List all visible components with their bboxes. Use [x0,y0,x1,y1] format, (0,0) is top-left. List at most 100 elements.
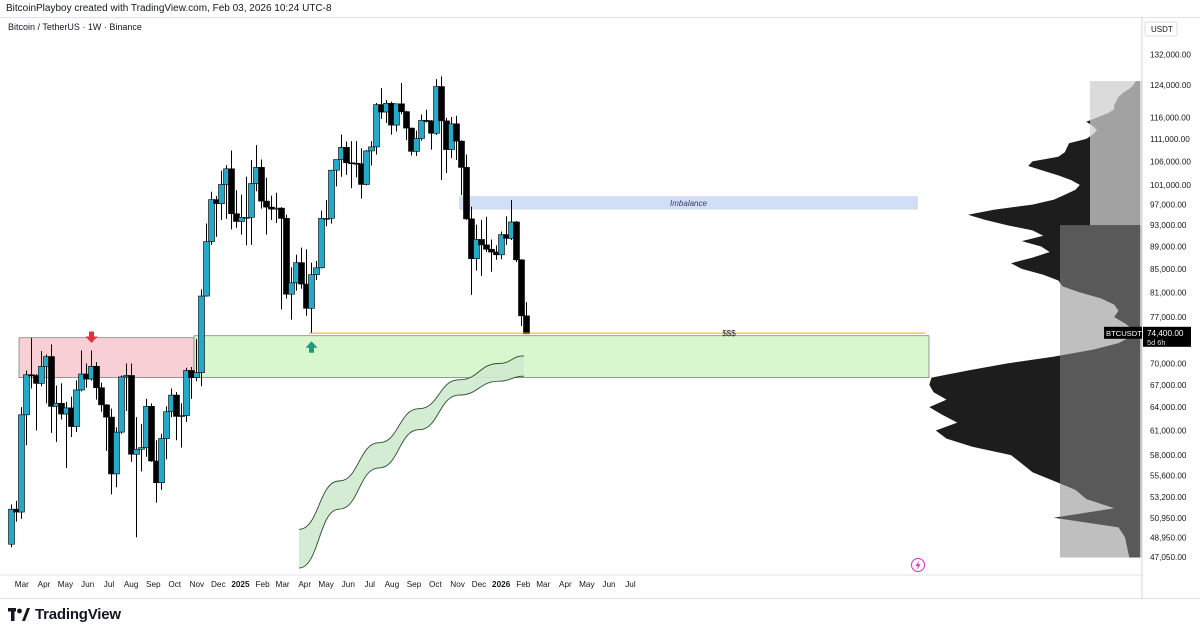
price-tick-label: 47,050.00 [1150,553,1187,562]
candle-body [263,200,270,208]
candle [103,404,110,451]
candle [133,417,140,538]
candle-body [183,370,190,416]
candle [323,200,330,227]
price-tag-symbol: BTCUSDT [1106,329,1142,338]
candle-body [208,199,215,242]
candle-body [243,217,250,219]
candle-body [438,86,445,122]
candle-body [333,159,340,171]
down-arrow-icon [85,331,98,343]
candle [518,259,525,327]
time-tick-label: May [318,580,334,589]
candle-body [248,183,255,218]
candle [8,504,15,548]
candle [263,177,270,235]
time-tick-label: Apr [38,580,51,589]
candle [413,130,420,156]
candle [523,302,530,335]
price-axis[interactable]: USDT 132,000.00 124,000.00 116,000.00 111,00… [1104,18,1191,598]
candle-body [478,239,485,246]
candle [463,154,470,220]
candle [468,206,475,295]
time-tick-label: Mar [536,580,550,589]
up-arrow-icon [305,341,318,353]
price-tag-value: 74,400.00 [1147,329,1184,338]
price-tick-label: 70,000.00 [1150,359,1187,368]
candle-body [463,167,470,220]
candle-body [458,140,465,168]
candle-body [228,168,235,215]
price-tick-label: 124,000.00 [1150,81,1191,90]
candle [98,382,105,412]
candle [258,159,265,209]
price-tick-label: 48,950.00 [1150,534,1187,543]
candle [228,150,235,230]
candle [198,289,205,387]
candle-body [218,184,225,204]
time-tick-label: Mar [15,580,29,589]
candle-body [488,248,495,253]
candle [38,351,45,387]
imbalance-label: Imbalance [670,199,707,208]
candle [513,220,520,263]
candle [288,267,295,320]
candle [248,160,255,245]
time-tick-label: Nov [190,580,205,589]
time-tick-label: Oct [429,580,442,589]
candle-body [473,239,480,260]
candle-body [513,221,520,261]
candle-body [128,375,135,455]
candle-body [288,282,295,295]
time-tick-label: Aug [385,580,400,589]
chart-caption: BitcoinPlayboy created with TradingView.… [6,3,332,14]
candle-body [113,431,120,475]
candle-body [363,150,370,185]
time-axis[interactable]: Mar Apr May Jun Jul Aug Sep Oct Nov Dec 2025 Feb Mar… [0,574,1142,589]
candle [183,367,190,422]
candle-body [523,315,530,335]
candle-body [468,218,475,260]
candle-body [313,267,320,275]
candle [283,214,290,299]
time-tick-label: Oct [168,580,181,589]
candlestick-chart[interactable]: Imbalance $$$ USDT 132,000.00 124,000.00 11… [0,18,1200,598]
time-tick-label: Jul [104,580,115,589]
time-tick-label: May [58,580,74,589]
price-tick-label: 81,000.00 [1150,288,1187,297]
candle-body [308,274,315,309]
price-tick-label: 77,000.00 [1150,313,1187,322]
candle-body [118,376,125,433]
time-tick-label: Aug [124,580,139,589]
tradingview-logo[interactable]: TradingView [8,606,121,623]
candle [418,114,425,141]
time-tick-label: Dec [472,580,487,589]
candle [268,195,275,220]
ma-band-upper [298,355,525,530]
unit-button-outline [1144,21,1178,37]
ma-band-fill [299,355,524,568]
candle [18,407,25,519]
candle [483,216,490,253]
candle-body [158,438,165,484]
candle [473,224,480,271]
candle-body [198,295,205,373]
demand-zone [193,335,930,378]
price-tick-label: 67,000.00 [1150,381,1187,390]
imbalance-zone [459,196,918,210]
time-tick-label: Apr [298,580,311,589]
tradingview-logo-icon [8,608,30,621]
candle [373,102,380,155]
price-axis-unit: USDT [1151,25,1173,34]
price-tick-label: 132,000.00 [1150,51,1191,60]
chart-area[interactable]: Imbalance $$$ USDT 132,000.00 124,000.00 11… [0,18,1200,598]
candle-body [73,389,80,427]
symbol-title[interactable]: Bitcoin / TetherUS · 1W · Binance [8,22,142,32]
candle-body [163,411,170,439]
candle-body [498,234,505,256]
candle-body [148,406,155,462]
candle-body [103,404,110,418]
candle-body [23,374,30,416]
price-tick-label: 93,000.00 [1150,221,1187,230]
upper-volume-overlay [1090,81,1142,226]
